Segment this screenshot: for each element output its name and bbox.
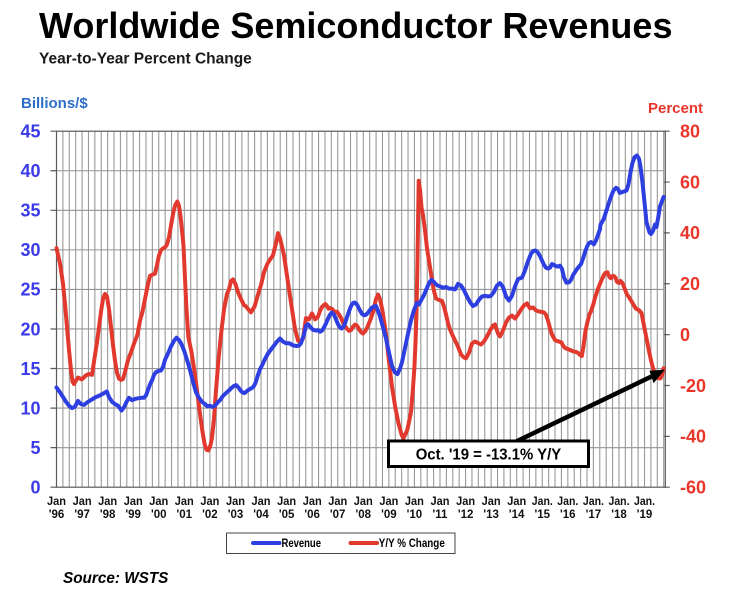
svg-text:Source: WSTS: Source: WSTS bbox=[63, 570, 169, 587]
svg-text:Jan: Jan bbox=[379, 496, 398, 508]
svg-text:Jan: Jan bbox=[354, 496, 373, 508]
svg-text:Jan.: Jan. bbox=[583, 496, 604, 508]
svg-text:'10: '10 bbox=[407, 509, 423, 521]
svg-text:45: 45 bbox=[20, 122, 40, 142]
svg-text:'06: '06 bbox=[304, 509, 320, 521]
svg-text:80: 80 bbox=[680, 122, 700, 142]
svg-text:Jan: Jan bbox=[47, 496, 66, 508]
svg-text:'16: '16 bbox=[560, 509, 576, 521]
svg-text:Jan: Jan bbox=[149, 496, 168, 508]
svg-text:Billions/$: Billions/$ bbox=[21, 95, 88, 112]
svg-text:Percent: Percent bbox=[648, 100, 703, 117]
svg-text:Y/Y % Change: Y/Y % Change bbox=[379, 536, 445, 550]
svg-text:-40: -40 bbox=[680, 427, 706, 447]
svg-text:0: 0 bbox=[30, 478, 40, 498]
svg-text:'05: '05 bbox=[279, 509, 295, 521]
svg-text:'12: '12 bbox=[458, 509, 474, 521]
svg-text:'01: '01 bbox=[177, 509, 193, 521]
svg-text:-60: -60 bbox=[680, 478, 706, 498]
svg-text:'18: '18 bbox=[611, 509, 627, 521]
svg-text:'14: '14 bbox=[509, 509, 525, 521]
svg-text:Jan.: Jan. bbox=[557, 496, 578, 508]
svg-text:10: 10 bbox=[20, 398, 40, 418]
svg-text:'19: '19 bbox=[637, 509, 653, 521]
svg-text:'08: '08 bbox=[356, 509, 372, 521]
svg-text:25: 25 bbox=[20, 280, 40, 300]
svg-text:30: 30 bbox=[20, 240, 40, 260]
svg-text:Worldwide Semiconductor Revenu: Worldwide Semiconductor Revenues bbox=[39, 5, 672, 46]
svg-text:Jan: Jan bbox=[456, 496, 475, 508]
svg-text:Jan.: Jan. bbox=[634, 496, 655, 508]
svg-text:Jan: Jan bbox=[252, 496, 271, 508]
svg-text:-20: -20 bbox=[680, 376, 706, 396]
svg-text:Jan: Jan bbox=[303, 496, 322, 508]
svg-text:20: 20 bbox=[680, 274, 700, 294]
svg-text:'96: '96 bbox=[49, 509, 65, 521]
svg-text:60: 60 bbox=[680, 172, 700, 192]
svg-text:Jan: Jan bbox=[175, 496, 194, 508]
svg-text:Jan: Jan bbox=[200, 496, 219, 508]
svg-text:'17: '17 bbox=[586, 509, 602, 521]
svg-text:Jan: Jan bbox=[431, 496, 450, 508]
svg-text:Year-to-Year Percent Change: Year-to-Year Percent Change bbox=[39, 51, 252, 68]
svg-text:'04: '04 bbox=[253, 509, 269, 521]
svg-text:Oct. '19 = -13.1% Y/Y: Oct. '19 = -13.1% Y/Y bbox=[416, 447, 562, 464]
svg-text:'02: '02 bbox=[202, 509, 218, 521]
svg-text:5: 5 bbox=[30, 438, 40, 458]
svg-text:0: 0 bbox=[680, 325, 690, 345]
svg-text:Jan.: Jan. bbox=[609, 496, 630, 508]
svg-text:Jan: Jan bbox=[98, 496, 117, 508]
svg-text:Jan: Jan bbox=[507, 496, 526, 508]
svg-text:Jan: Jan bbox=[328, 496, 347, 508]
svg-text:'13: '13 bbox=[483, 509, 499, 521]
svg-text:15: 15 bbox=[20, 359, 40, 379]
svg-text:'03: '03 bbox=[228, 509, 244, 521]
svg-text:Jan: Jan bbox=[277, 496, 296, 508]
svg-text:'15: '15 bbox=[535, 509, 551, 521]
svg-text:Jan: Jan bbox=[226, 496, 245, 508]
svg-text:'09: '09 bbox=[381, 509, 397, 521]
svg-text:Jan.: Jan. bbox=[532, 496, 553, 508]
svg-text:35: 35 bbox=[20, 201, 40, 221]
svg-text:'11: '11 bbox=[433, 509, 448, 521]
svg-text:Jan: Jan bbox=[73, 496, 92, 508]
svg-text:'00: '00 bbox=[151, 509, 167, 521]
svg-text:'98: '98 bbox=[100, 509, 116, 521]
svg-text:Revenue: Revenue bbox=[282, 536, 322, 550]
svg-text:Jan: Jan bbox=[482, 496, 501, 508]
svg-text:Jan: Jan bbox=[405, 496, 424, 508]
svg-text:'07: '07 bbox=[330, 509, 346, 521]
svg-text:40: 40 bbox=[20, 161, 40, 181]
svg-text:40: 40 bbox=[680, 223, 700, 243]
svg-text:20: 20 bbox=[20, 319, 40, 339]
svg-text:'97: '97 bbox=[74, 509, 90, 521]
svg-text:Jan: Jan bbox=[124, 496, 143, 508]
svg-text:'99: '99 bbox=[125, 509, 141, 521]
